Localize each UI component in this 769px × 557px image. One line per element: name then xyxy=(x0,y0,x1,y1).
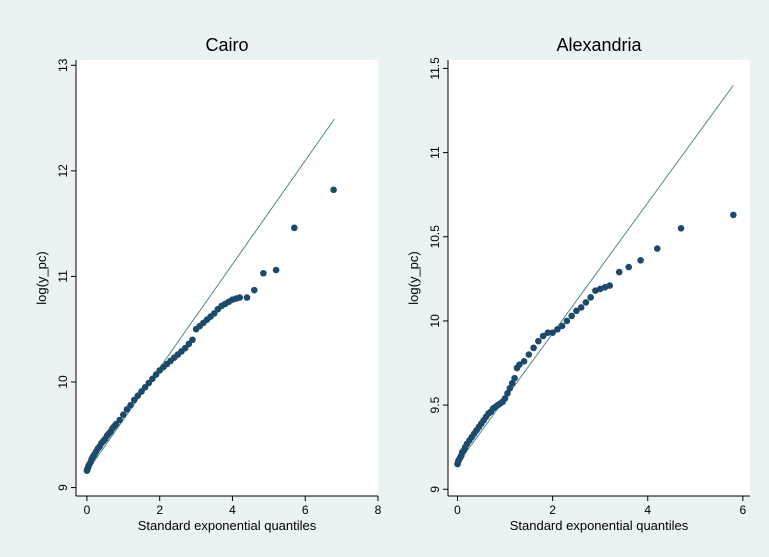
cairo-y-tick-label: 11 xyxy=(56,270,70,283)
alexandria-data-point xyxy=(653,245,661,252)
cairo-x-tick-label: 2 xyxy=(156,503,163,517)
alexandria-data-point xyxy=(508,379,516,387)
alexandria-data-point xyxy=(544,329,552,337)
alexandria-panel: Alexandria Standard exponential quantile… xyxy=(406,35,750,533)
cairo-reference-line-group xyxy=(86,118,335,473)
alexandria-x-axis-label: Standard exponential quantiles xyxy=(510,518,689,533)
cairo-data-point xyxy=(250,286,258,294)
cairo-y-tick-label: 12 xyxy=(56,164,70,178)
cairo-y-axis-label: log(y_pc) xyxy=(34,251,49,304)
cairo-x-tick-label: 4 xyxy=(229,503,236,517)
alexandria-data-point xyxy=(511,374,518,382)
cairo-data-point xyxy=(330,186,337,194)
cairo-data-point xyxy=(243,294,251,301)
alexandria-data-point xyxy=(582,299,590,306)
alexandria-y-tick-label: 10 xyxy=(428,314,442,328)
alexandria-x-tick-label: 6 xyxy=(740,503,747,517)
cairo-data-point xyxy=(189,336,196,344)
alexandria-data-point xyxy=(516,361,523,368)
cairo-panel: Cairo Standard exponential quantiles log… xyxy=(34,35,382,533)
cairo-x-tick-label: 6 xyxy=(302,503,309,517)
alexandria-data-point xyxy=(504,390,511,397)
alexandria-data-point xyxy=(615,268,623,276)
cairo-x-axis-label: Standard exponential quantiles xyxy=(138,518,317,533)
cairo-data-point xyxy=(272,266,280,274)
alexandria-data-point xyxy=(677,225,685,232)
alexandria-data-point xyxy=(625,263,633,271)
alexandria-x-tick-label: 2 xyxy=(549,503,556,517)
cairo-ticks: 0 2 4 6 8 9 10 11 12 13 xyxy=(56,58,382,517)
alexandria-ticks: 0 2 4 6 9 9.5 10 10.5 11 11.5 xyxy=(428,57,747,517)
alexandria-data-point xyxy=(549,329,556,337)
alexandria-data-point xyxy=(558,322,566,330)
alexandria-points xyxy=(454,211,737,468)
alexandria-data-point xyxy=(730,211,737,219)
cairo-x-tick-label: 0 xyxy=(84,503,91,517)
alexandria-x-tick-label: 0 xyxy=(454,503,461,517)
cairo-data-point xyxy=(236,294,244,301)
alexandria-data-point xyxy=(554,326,561,333)
alexandria-data-point xyxy=(501,395,509,402)
alexandria-data-point xyxy=(577,304,585,311)
alexandria-data-point xyxy=(520,358,528,365)
alexandria-data-point xyxy=(606,282,614,289)
alexandria-y-tick-label: 9.5 xyxy=(428,396,442,413)
cairo-points xyxy=(83,186,337,474)
alexandria-data-point xyxy=(506,384,514,392)
alexandria-plot-area xyxy=(448,60,750,496)
cairo-x-tick-label: 8 xyxy=(375,503,382,517)
alexandria-data-point xyxy=(568,312,575,320)
cairo-data-point xyxy=(127,401,134,409)
cairo-y-tick-label: 13 xyxy=(56,58,70,72)
cairo-reference-line xyxy=(86,118,335,473)
alexandria-data-point xyxy=(539,332,547,340)
alexandria-data-point xyxy=(637,257,644,264)
cairo-y-tick-label: 9 xyxy=(56,484,70,491)
cairo-y-tick-label: 10 xyxy=(56,375,70,389)
alexandria-data-point xyxy=(563,317,571,325)
alexandria-y-axis-label: log(y_pc) xyxy=(406,251,421,304)
cairo-data-point xyxy=(260,269,267,277)
alexandria-y-tick-label: 10.5 xyxy=(428,225,442,249)
alexandria-title: Alexandria xyxy=(556,35,642,55)
alexandria-y-tick-label: 11 xyxy=(428,146,442,159)
alexandria-data-point xyxy=(525,351,533,358)
alexandria-data-point xyxy=(573,307,580,315)
cairo-data-point xyxy=(116,416,123,424)
alexandria-data-point xyxy=(535,337,542,345)
alexandria-data-point xyxy=(587,294,594,301)
alexandria-data-point xyxy=(530,344,537,352)
cairo-title: Cairo xyxy=(205,35,248,55)
alexandria-y-tick-label: 9 xyxy=(428,486,442,493)
cairo-data-point xyxy=(291,224,298,232)
alexandria-y-tick-label: 11.5 xyxy=(428,57,442,80)
alexandria-x-tick-label: 4 xyxy=(644,503,651,517)
cairo-plot-area xyxy=(76,60,378,496)
cairo-data-point xyxy=(120,411,127,419)
